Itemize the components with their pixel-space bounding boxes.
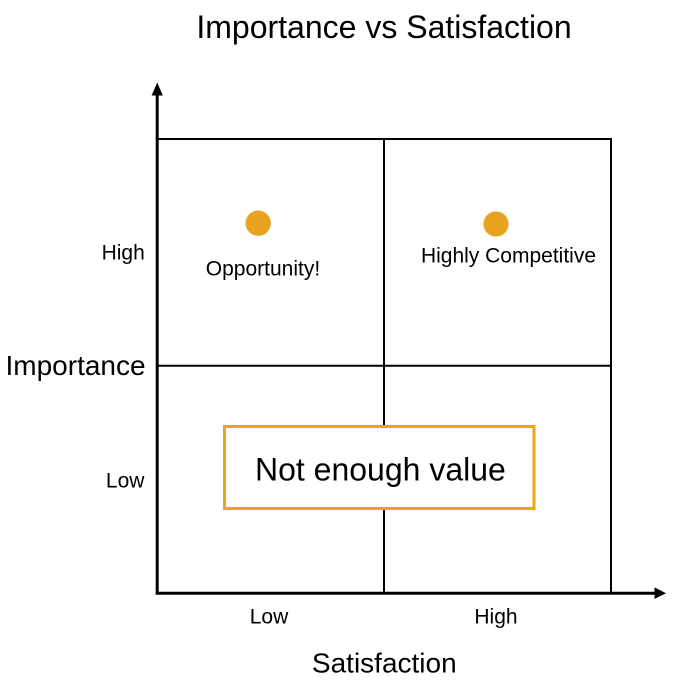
svg-text:Highly Competitive: Highly Competitive	[421, 245, 596, 268]
svg-text:Not enough value: Not enough value	[255, 452, 506, 488]
svg-text:High: High	[102, 242, 145, 265]
svg-text:Low: Low	[106, 470, 145, 493]
svg-text:Low: Low	[250, 606, 289, 629]
svg-text:High: High	[474, 606, 517, 629]
svg-text:Opportunity!: Opportunity!	[206, 258, 320, 281]
svg-text:Satisfaction: Satisfaction	[312, 648, 457, 679]
svg-text:Importance vs Satisfaction: Importance vs Satisfaction	[196, 9, 571, 45]
svg-text:Importance: Importance	[6, 350, 146, 381]
